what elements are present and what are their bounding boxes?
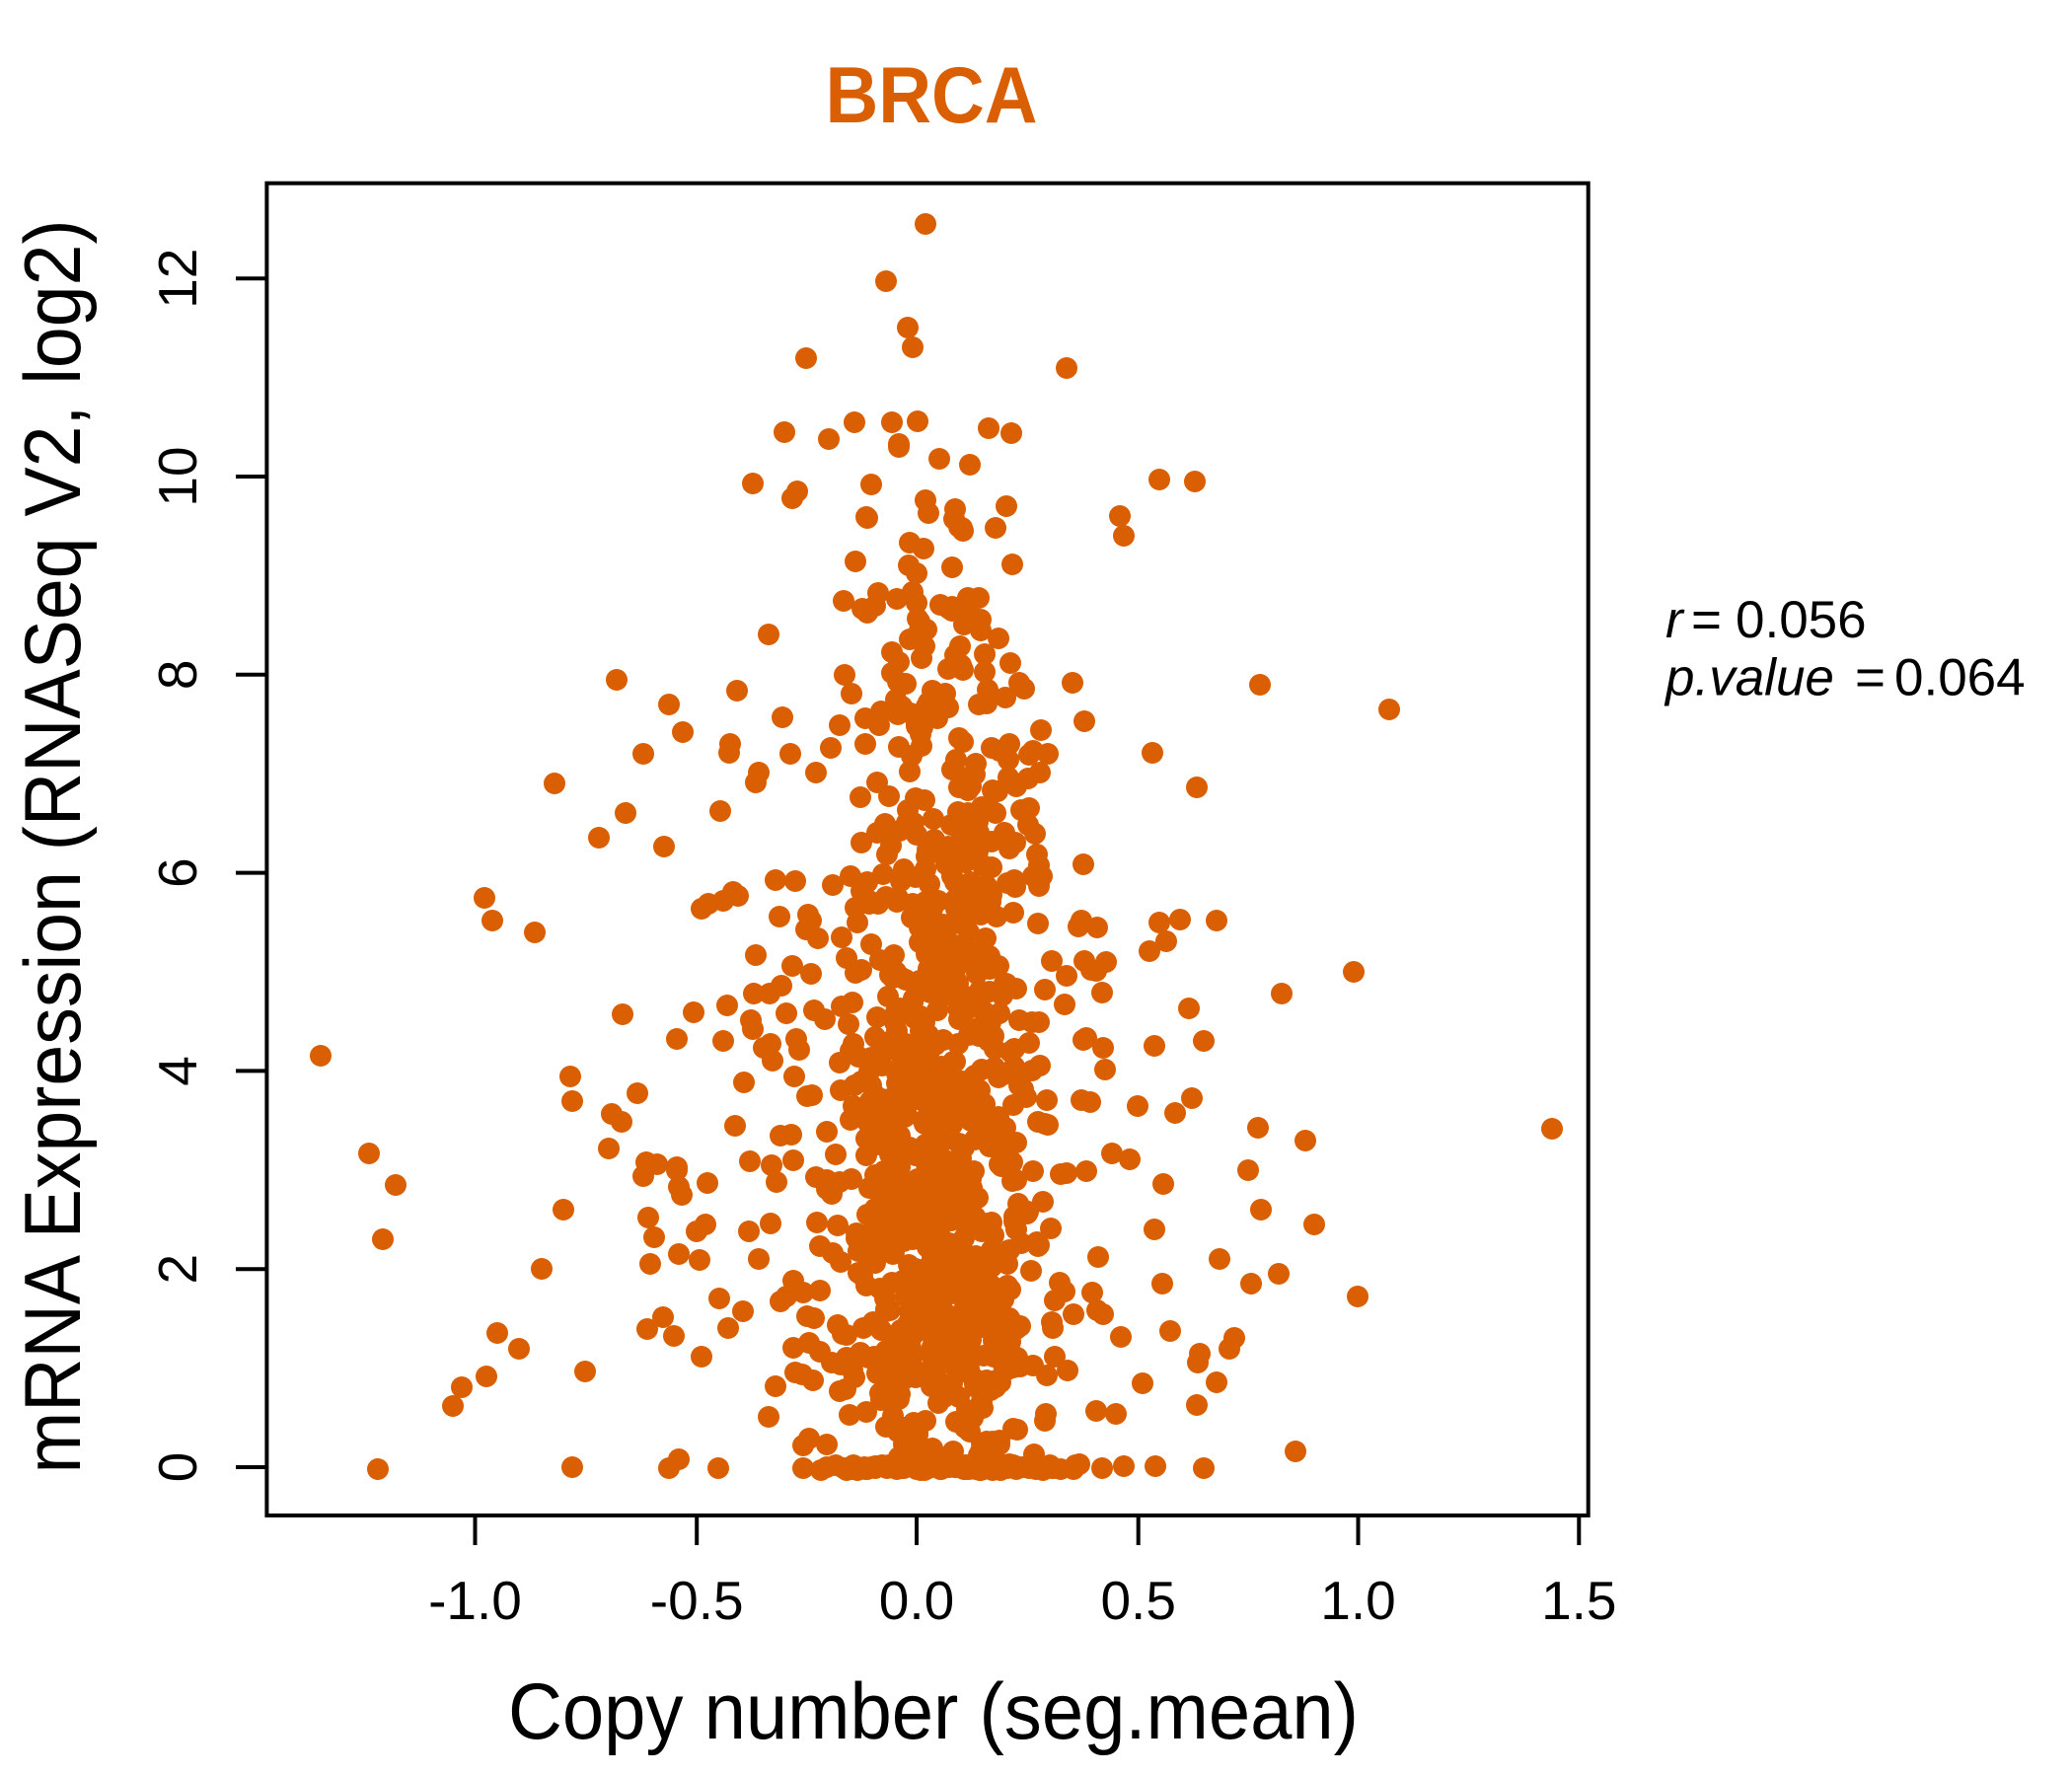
svg-text:4: 4 bbox=[147, 1056, 208, 1086]
svg-text:10: 10 bbox=[147, 446, 208, 506]
svg-text:1.0: 1.0 bbox=[1320, 1570, 1395, 1631]
svg-text:mRNA Expression (RNASeq V2, lo: mRNA Expression (RNASeq V2, log2) bbox=[9, 220, 98, 1474]
svg-text:0.5: 0.5 bbox=[1100, 1570, 1175, 1631]
svg-text:6: 6 bbox=[147, 857, 208, 888]
svg-text:12: 12 bbox=[147, 249, 208, 309]
svg-text:0.0: 0.0 bbox=[879, 1570, 954, 1631]
svg-text:8: 8 bbox=[147, 660, 208, 691]
svg-text:2: 2 bbox=[147, 1254, 208, 1285]
svg-text:0: 0 bbox=[147, 1452, 208, 1483]
svg-text:p.value=0.064: p.value = 0.064 bbox=[1664, 649, 2026, 707]
svg-text:-1.0: -1.0 bbox=[428, 1570, 522, 1631]
svg-text:-0.5: -0.5 bbox=[650, 1570, 744, 1631]
svg-text:1.5: 1.5 bbox=[1541, 1570, 1616, 1631]
svg-text:r=0.056: r = 0.056 bbox=[1665, 591, 1867, 649]
svg-text:Copy number (seg.mean): Copy number (seg.mean) bbox=[508, 1667, 1359, 1756]
svg-text:BRCA: BRCA bbox=[826, 51, 1038, 140]
